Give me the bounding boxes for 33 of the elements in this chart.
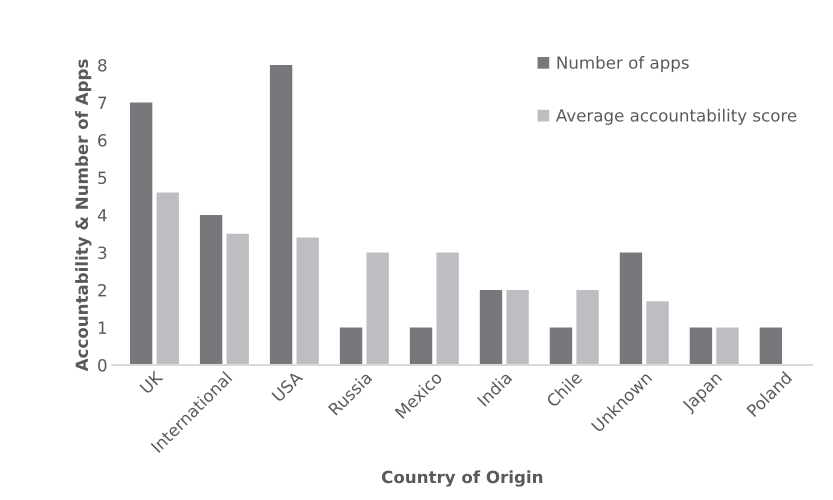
bar	[716, 328, 739, 365]
bar	[620, 252, 642, 365]
bar	[130, 102, 152, 365]
y-tick-label: 0	[98, 358, 106, 372]
bar	[410, 328, 432, 365]
bar	[340, 328, 362, 365]
bar	[760, 328, 782, 365]
bar	[270, 65, 292, 365]
bar	[200, 215, 222, 365]
y-tick-label: 5	[98, 172, 106, 184]
y-tick-label: 4	[98, 209, 107, 222]
legend-label: Average accountability score	[556, 108, 796, 125]
bar	[436, 252, 459, 365]
bar	[550, 328, 572, 365]
y-tick-label: 1	[98, 322, 106, 334]
y-tick-label: 2	[98, 284, 106, 296]
bar	[156, 192, 179, 365]
bar	[480, 290, 502, 365]
x-axis-title: Country of Origin	[382, 470, 542, 487]
bar	[576, 290, 599, 365]
legend-label: Number of apps	[558, 56, 689, 72]
bar	[296, 238, 319, 365]
y-tick-label: 8	[98, 58, 106, 72]
y-tick-label: 7	[98, 96, 106, 109]
bar	[366, 252, 389, 365]
y-tick-label: 3	[98, 246, 106, 260]
y-tick-label: 6	[98, 134, 107, 147]
x-tick-label: USA	[271, 370, 304, 402]
bar	[226, 234, 249, 365]
y-axis-title: Accountability & Number of Apps	[75, 59, 92, 372]
bar	[646, 301, 669, 365]
bar	[506, 290, 529, 365]
bar	[690, 328, 712, 365]
